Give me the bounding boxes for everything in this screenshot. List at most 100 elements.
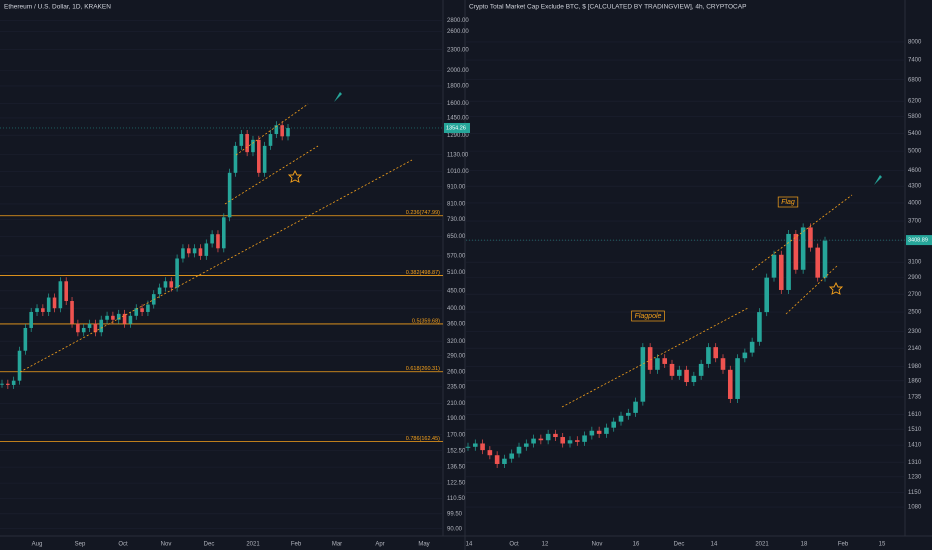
y-tick-label: 5800 — [908, 114, 922, 120]
last-price-box — [906, 235, 932, 246]
candle-body — [46, 297, 51, 312]
y-tick-label: 2900 — [908, 275, 922, 281]
candle-body — [134, 308, 139, 316]
y-tick-label: 260.00 — [447, 369, 466, 375]
candle-body — [633, 401, 638, 413]
y-tick-label: 6800 — [908, 77, 922, 83]
candle-body — [822, 240, 828, 278]
candle-body — [0, 383, 4, 385]
candle-body — [239, 134, 244, 146]
candle-body — [706, 347, 711, 364]
candle-body — [800, 227, 806, 270]
candle-body — [808, 227, 813, 248]
y-tick-label: 3700 — [908, 219, 922, 225]
candle-body — [604, 427, 609, 434]
x-tick-label: 18 — [801, 542, 808, 548]
y-tick-label: 2800.00 — [447, 18, 469, 24]
candle-body — [494, 455, 500, 464]
x-tick-label: Aug — [32, 542, 43, 548]
candle-body — [655, 358, 660, 370]
candle-body — [553, 433, 558, 438]
y-tick-label: 122.50 — [447, 481, 466, 487]
candle-body — [640, 347, 646, 402]
y-tick-label: 290.00 — [447, 353, 466, 359]
candle-body — [6, 383, 10, 385]
candle-body — [198, 248, 203, 256]
candle-body — [93, 323, 98, 333]
y-tick-label: 5000 — [908, 149, 922, 155]
trend-lines — [19, 103, 853, 408]
last-price-box — [444, 122, 470, 133]
candle-body — [192, 248, 197, 254]
candle-body — [157, 287, 162, 295]
y-tick-label: 1080 — [908, 505, 922, 511]
y-tick-label: 1410 — [908, 443, 922, 449]
star-icons — [287, 169, 844, 295]
candle-body — [647, 347, 653, 370]
x-tick-label: 2021 — [246, 542, 260, 548]
candle-body — [720, 358, 726, 370]
y-tick-label: 910.00 — [447, 184, 466, 190]
y-tick-label: 360.00 — [447, 321, 466, 327]
candle-body — [17, 350, 22, 381]
x-tick-label: May — [418, 542, 429, 548]
candle-body — [465, 446, 471, 448]
candle-body — [727, 369, 733, 399]
candle-body — [52, 297, 57, 309]
candle-body — [523, 443, 529, 447]
x-tick-label: Dec — [204, 542, 215, 548]
x-tick-label: 14 — [711, 542, 718, 548]
y-tick-label: 1150 — [908, 490, 922, 496]
y-tick-label: 1600.00 — [447, 101, 469, 107]
candle-body — [105, 315, 109, 320]
y-tick-label: 2700 — [908, 292, 922, 298]
y-tick-label: 1310 — [908, 460, 922, 466]
y-tick-label: 3100 — [908, 260, 922, 266]
candle-body — [771, 254, 777, 278]
y-tick-label: 1800.00 — [447, 84, 469, 90]
y-tick-label: 400.00 — [447, 306, 466, 312]
candle-body — [757, 312, 762, 342]
candle-body — [245, 134, 249, 153]
last-price-label: 3408.89 — [908, 238, 928, 244]
candle-body — [764, 277, 770, 313]
candle-body — [509, 453, 515, 459]
candle-body — [742, 352, 748, 359]
candle-body — [233, 145, 238, 173]
y-tick-label: 1510 — [908, 427, 922, 433]
y-tick-label: 4300 — [908, 184, 922, 190]
candle-body — [669, 363, 675, 376]
y-tick-label: 235.00 — [447, 384, 466, 390]
candle-body — [574, 440, 580, 442]
y-tick-label: 152.50 — [447, 448, 466, 454]
y-tick-label: 1230 — [908, 474, 922, 480]
y-tick-label: 6200 — [908, 99, 922, 105]
annotation-box — [631, 310, 665, 322]
annotation: Flag — [781, 199, 795, 206]
candle-body — [70, 301, 74, 324]
candle-body — [58, 281, 63, 309]
candle-body — [618, 415, 624, 422]
y-tick-label: 8000 — [908, 40, 922, 46]
y-tick-label: 570.00 — [447, 253, 466, 259]
candle-body — [140, 308, 144, 312]
candle-body — [163, 281, 168, 288]
candle-body — [280, 125, 284, 137]
candle-body — [625, 412, 631, 416]
candle-body — [691, 375, 697, 383]
y-tick-label: 1450.00 — [447, 115, 469, 121]
candle-body — [169, 281, 174, 288]
y-tick-label: 2000.00 — [447, 68, 469, 74]
x-tick-label: Sep — [75, 542, 86, 548]
candle-body — [596, 430, 602, 434]
y-tick-label: 110.50 — [447, 496, 466, 502]
candle-body — [698, 363, 704, 376]
x-tick-label: Feb — [291, 542, 302, 548]
candle-body — [76, 323, 80, 333]
candle-body — [749, 341, 755, 353]
rocket-icons — [334, 92, 882, 185]
y-tick-label: 99.50 — [447, 511, 463, 517]
candle-body — [181, 248, 185, 259]
y-tick-label: 1010.00 — [447, 169, 469, 175]
